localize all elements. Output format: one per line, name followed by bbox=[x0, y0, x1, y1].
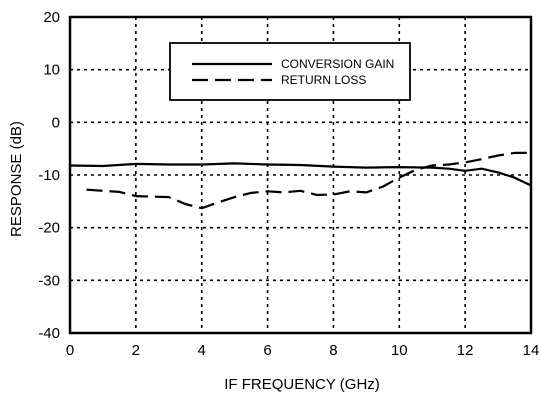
x-tick-label: 0 bbox=[66, 342, 74, 359]
y-axis-title: RESPONSE (dB) bbox=[8, 121, 25, 237]
plot-frame bbox=[68, 15, 533, 335]
series-line-return-loss bbox=[86, 151, 531, 210]
y-tick-label: 20 bbox=[43, 9, 60, 26]
x-tick-label: 14 bbox=[523, 342, 540, 359]
x-tick-label: 12 bbox=[457, 342, 474, 359]
legend: CONVERSION GAIN RETURN LOSS bbox=[169, 42, 411, 101]
series-layer bbox=[69, 151, 532, 210]
x-tick-label: 2 bbox=[132, 342, 140, 359]
x-tick-label: 8 bbox=[329, 342, 337, 359]
x-tick-label: 10 bbox=[391, 342, 408, 359]
legend-label-return-loss: RETURN LOSS bbox=[281, 73, 366, 87]
legend-box bbox=[169, 42, 411, 101]
legend-label-conversion-gain: CONVERSION GAIN bbox=[281, 57, 394, 71]
y-tick-label: -20 bbox=[38, 220, 60, 237]
series-line-conversion-gain bbox=[69, 162, 532, 187]
x-axis-title: IF FREQUENCY (GHz) bbox=[224, 376, 380, 393]
tick-layer: 0 2 4 6 8 10 12 14 20 10 0 -10 -20 -30 -40 bbox=[38, 9, 539, 359]
y-tick-label: 10 bbox=[43, 62, 60, 79]
x-tick-label: 6 bbox=[263, 342, 271, 359]
x-tick-label: 4 bbox=[198, 342, 206, 359]
y-tick-label: -40 bbox=[38, 325, 60, 342]
y-tick-label: -30 bbox=[38, 272, 60, 289]
y-tick-label: 0 bbox=[52, 114, 60, 131]
y-tick-label: -10 bbox=[38, 167, 60, 184]
